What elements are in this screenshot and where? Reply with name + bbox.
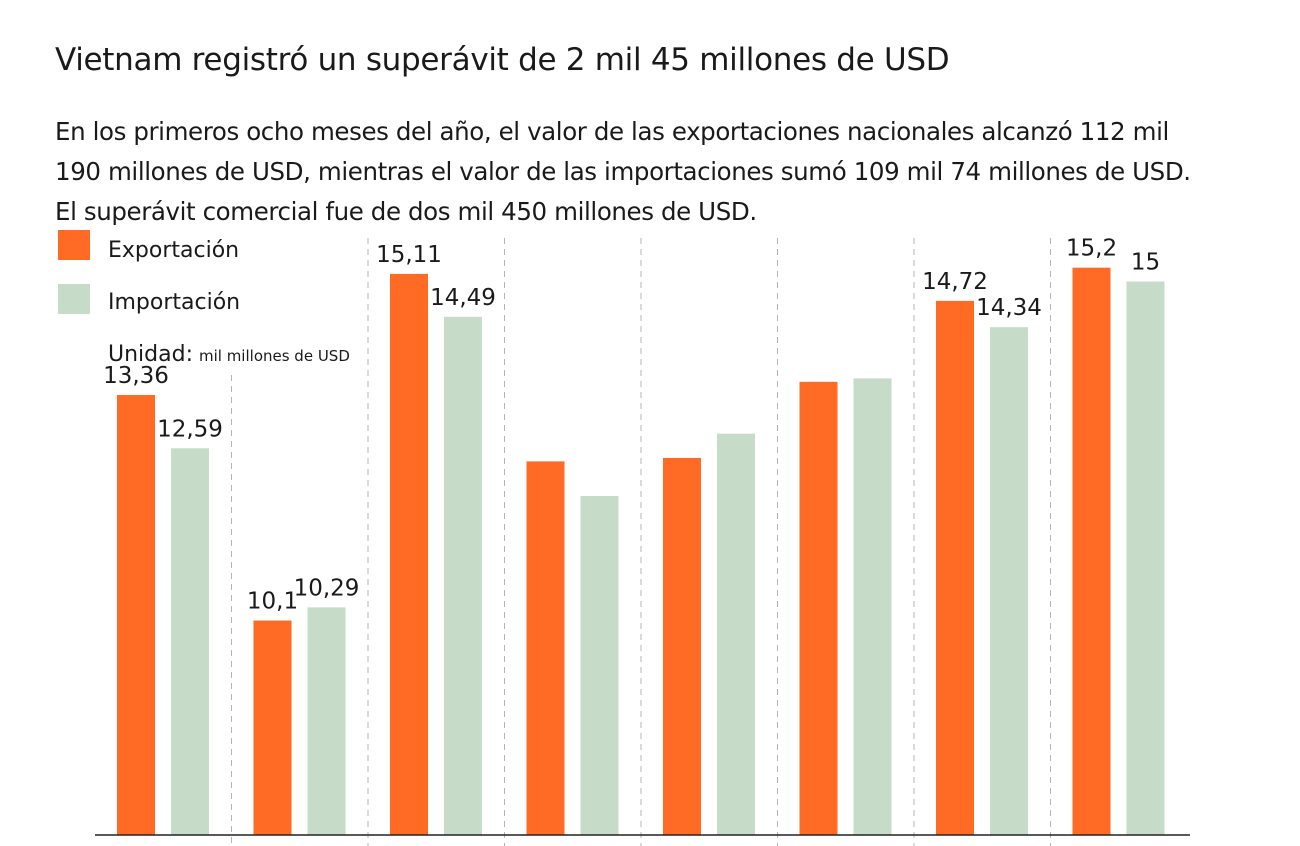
data-label-export: 14,72 [922,269,988,295]
data-label-export: 13,36 [103,363,169,389]
bar-import [580,495,619,835]
legend-swatch-export [58,230,90,260]
legend-swatch-import [58,284,90,314]
chart-subtitle: En los primeros ocho meses del año, el v… [55,117,1191,226]
data-label-import: 15 [1131,250,1160,276]
legend-label-import: Importación [108,290,240,315]
data-label-import: 14,34 [976,295,1042,321]
bar-export [117,394,155,835]
bar-export [663,457,701,835]
bar-export [1072,267,1111,835]
data-label-import: 12,59 [157,416,223,442]
bar-import [990,327,1028,835]
month-dividers [231,238,1051,846]
bar-export [253,620,292,835]
bar-import [171,448,209,835]
data-label-export: 15,2 [1066,236,1117,262]
legend-unit: Unidad: mil millones de USD [108,342,350,367]
bar-import [444,316,482,835]
data-label-export: 15,11 [376,242,442,268]
bar-series [117,267,1165,836]
bar-import [307,607,346,835]
legend-label-export: Exportación [108,238,239,263]
bar-export [390,273,428,836]
bar-import [717,433,755,835]
data-label-import: 10,29 [294,575,360,601]
data-label-import: 14,49 [430,285,496,311]
legend: Exportación Importación Unidad: mil millo… [58,230,350,367]
legend-unit-value: mil millones de USD [199,347,350,365]
bar-export [799,381,838,835]
value-labels: 13,36 10,1 15,11 14,72 15,2 12,59 10,29 14,49 14… [103,236,1160,615]
chart-title: Vietnam registró un superávit de 2 mil 4… [55,42,950,78]
bar-export [936,300,974,835]
bar-import [1126,281,1165,836]
legend-unit-prefix: Unidad: [108,342,193,367]
data-label-export: 10,1 [247,589,298,615]
bar-export [526,461,565,835]
bar-import [853,378,892,835]
